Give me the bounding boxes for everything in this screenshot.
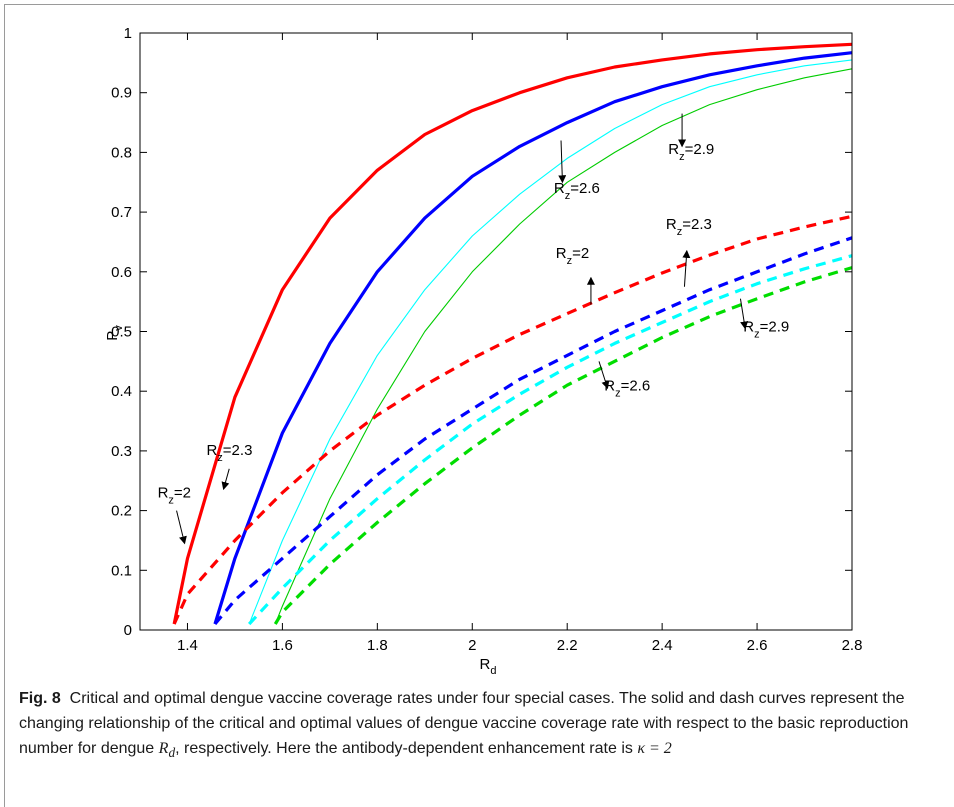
annotation-label: Rz=2.6: [604, 378, 650, 400]
annotation-label: Rz=2: [556, 245, 589, 267]
y-axis-label: Pv: [104, 325, 125, 341]
dashed-curve-6: [213, 236, 853, 626]
y-tick-label: 0.5: [111, 324, 132, 341]
y-axis-label-sub: v: [113, 325, 125, 331]
y-tick-label: 0.6: [111, 264, 132, 281]
annotation-arrow: [558, 140, 567, 184]
x-tick-label: 2: [468, 637, 476, 654]
line-chart: 1.4 1.6 1.8 2 2.2 2.4 2.6 2.8 0 0.1 0.2 0.3 0.4 0.5 0.…: [104, 25, 862, 677]
x-tick-label: 2.6: [747, 637, 768, 654]
caption-math-rd: Rd: [158, 740, 176, 761]
y-tick-label: 0.1: [111, 562, 132, 579]
caption-math-symbol: R: [158, 740, 169, 757]
annotation-label: Rz=2.6: [554, 180, 600, 202]
y-tick-label: 0: [124, 622, 132, 639]
annotation-label: Rz=2.9: [668, 141, 714, 163]
x-tick-label: 2.4: [652, 637, 673, 654]
x-tick-label: 1.8: [367, 637, 388, 654]
annotation-arrow: [682, 249, 691, 287]
annotation-label: Rz=2.3: [666, 216, 712, 238]
annotation-arrow: [598, 361, 610, 390]
series-layer: [172, 42, 853, 626]
annotation-label: Rz=2.9: [743, 319, 789, 341]
dashed-curve-7: [248, 254, 853, 626]
x-tick-label: 1.6: [272, 637, 293, 654]
y-tick-label: 0.2: [111, 503, 132, 520]
y-tick-label: 1: [124, 25, 132, 42]
x-axis-label-main: R: [480, 656, 491, 673]
y-tick-label: 0.9: [111, 85, 132, 102]
y-tick-label: 0.7: [111, 204, 132, 221]
figure-caption: Fig. 8 Critical and optimal dengue vacci…: [19, 686, 944, 765]
figure-number: Fig. 8: [19, 690, 61, 707]
caption-math-kappa: κ = 2: [637, 740, 672, 757]
caption-text-after: , respectively. Here the antibody-depend…: [175, 740, 633, 757]
annotation-label: Rz=2.3: [206, 442, 252, 464]
axis-layer: 1.4 1.6 1.8 2 2.2 2.4 2.6 2.8 0 0.1 0.2 0.3 0.4 0.5 0.…: [111, 25, 862, 654]
y-axis-label-main: P: [104, 331, 121, 341]
annotation-layer: Rz=2 Rz=2.3 Rz=2.6 Rz=2.9 Rz=2 Rz=2.3 Rz=2.9 Rz…: [158, 113, 789, 545]
caption-text: Critical and optimal dengue vaccine cove…: [19, 690, 909, 757]
annotation-arrow: [221, 468, 230, 491]
x-axis-label: Rd: [480, 656, 497, 677]
annotation-arrow: [739, 298, 749, 330]
y-tick-label: 0.3: [111, 443, 132, 460]
x-tick-label: 2.8: [842, 637, 863, 654]
x-axis-label-sub: d: [490, 665, 496, 677]
solid-curve-1: [172, 42, 853, 625]
dashed-curve-5: [172, 214, 853, 625]
y-tick-label: 0.4: [111, 383, 132, 400]
y-tick-label: 0.8: [111, 144, 132, 161]
caption-math-sub: d: [168, 745, 176, 761]
x-tick-label: 2.2: [557, 637, 578, 654]
dashed-curve-8: [273, 266, 853, 625]
figure-frame: [4, 4, 954, 807]
annotation-label: Rz=2: [158, 484, 191, 506]
annotation-arrow: [176, 510, 187, 545]
x-tick-label: 1.4: [177, 637, 198, 654]
solid-curve-2: [213, 51, 853, 625]
solid-curve-4: [274, 68, 853, 625]
solid-curve-3: [248, 59, 853, 625]
